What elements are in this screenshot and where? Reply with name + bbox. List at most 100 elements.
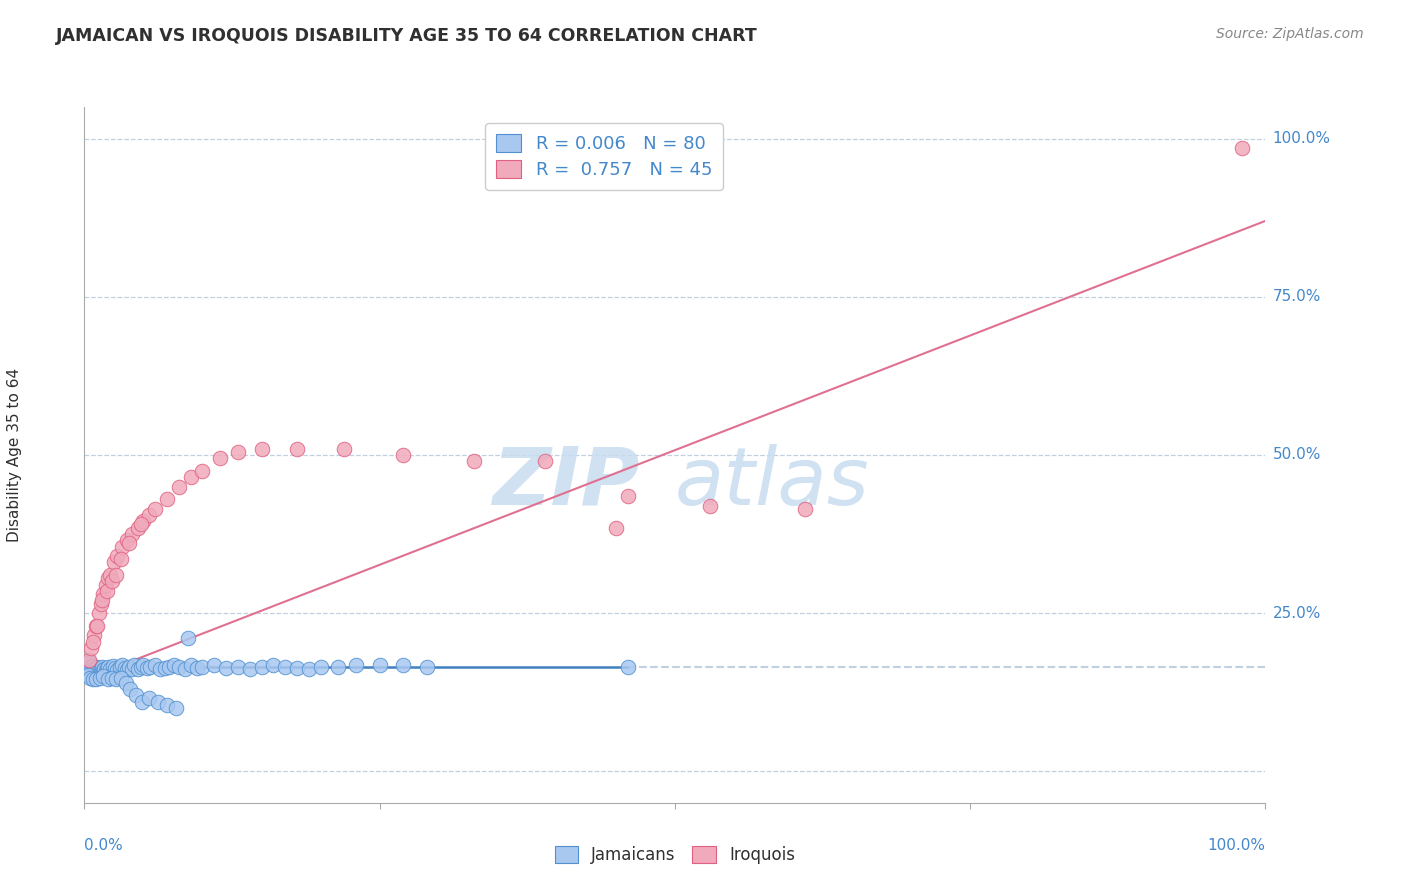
Point	[132, 514, 155, 528]
Text: 100.0%: 100.0%	[1272, 131, 1330, 146]
Point	[122, 657, 145, 672]
Point	[121, 527, 143, 541]
Text: 100.0%: 100.0%	[1208, 838, 1265, 854]
Point	[86, 618, 108, 632]
Point	[91, 663, 114, 677]
Point	[91, 587, 114, 601]
Point	[167, 479, 190, 493]
Point	[344, 657, 367, 672]
Point	[94, 665, 117, 679]
Point	[226, 660, 249, 674]
Point	[97, 673, 120, 687]
Point	[239, 662, 262, 676]
Point	[156, 698, 179, 712]
Point	[177, 632, 200, 646]
Point	[96, 661, 118, 675]
Point	[110, 552, 132, 566]
Point	[121, 662, 143, 676]
Point	[77, 668, 100, 682]
Point	[156, 492, 179, 507]
Point	[91, 593, 114, 607]
Point	[127, 662, 149, 676]
Point	[139, 660, 162, 674]
Point	[76, 657, 98, 671]
Point	[89, 671, 111, 685]
Point	[115, 663, 138, 677]
Point	[1230, 141, 1253, 155]
Point	[118, 660, 141, 674]
Point	[131, 695, 153, 709]
Point	[699, 499, 721, 513]
Point	[333, 442, 356, 456]
Point	[100, 671, 122, 685]
Point	[157, 660, 180, 674]
Point	[91, 669, 114, 683]
Point	[328, 660, 350, 674]
Point	[285, 661, 308, 675]
Point	[80, 663, 103, 677]
Point	[250, 442, 273, 456]
Point	[77, 656, 100, 670]
Point	[105, 673, 128, 687]
Text: 0.0%: 0.0%	[84, 838, 124, 854]
Point	[98, 568, 121, 582]
Point	[103, 556, 125, 570]
Point	[108, 660, 131, 674]
Point	[80, 640, 103, 655]
Point	[392, 448, 415, 462]
Point	[82, 634, 104, 648]
Point	[77, 653, 100, 667]
Point	[125, 688, 148, 702]
Point	[114, 675, 136, 690]
Point	[79, 660, 101, 674]
Point	[127, 521, 149, 535]
Point	[79, 671, 101, 685]
Point	[146, 695, 169, 709]
Text: Disability Age 35 to 64: Disability Age 35 to 64	[7, 368, 21, 542]
Point	[107, 549, 129, 563]
Legend: Jamaicans, Iroquois: Jamaicans, Iroquois	[544, 837, 806, 874]
Point	[191, 660, 214, 674]
Point	[138, 508, 160, 522]
Point	[132, 657, 155, 672]
Point	[262, 657, 284, 672]
Point	[82, 658, 104, 673]
Text: 50.0%: 50.0%	[1272, 448, 1320, 462]
Point	[209, 451, 232, 466]
Point	[87, 606, 110, 620]
Point	[153, 661, 176, 675]
Text: Source: ZipAtlas.com: Source: ZipAtlas.com	[1216, 27, 1364, 41]
Point	[534, 454, 557, 468]
Point	[96, 583, 118, 598]
Point	[180, 657, 202, 672]
Point	[100, 574, 122, 589]
Point	[77, 657, 100, 672]
Point	[86, 660, 108, 674]
Point	[104, 661, 127, 675]
Point	[114, 661, 136, 675]
Point	[492, 141, 515, 155]
Point	[163, 657, 186, 672]
Point	[309, 660, 332, 674]
Point	[166, 701, 188, 715]
Point	[90, 597, 112, 611]
Point	[129, 517, 152, 532]
Point	[118, 536, 141, 550]
Point	[202, 657, 225, 672]
Point	[93, 662, 115, 676]
Point	[793, 501, 815, 516]
Text: 25.0%: 25.0%	[1272, 606, 1320, 621]
Text: JAMAICAN VS IROQUOIS DISABILITY AGE 35 TO 64 CORRELATION CHART: JAMAICAN VS IROQUOIS DISABILITY AGE 35 T…	[56, 27, 758, 45]
Point	[143, 657, 166, 672]
Point	[84, 665, 107, 679]
Point	[111, 657, 134, 672]
Point	[616, 489, 638, 503]
Point	[111, 540, 134, 554]
Point	[143, 501, 166, 516]
Point	[138, 691, 160, 706]
Point	[298, 662, 321, 676]
Point	[105, 568, 128, 582]
Point	[97, 660, 120, 674]
Text: 75.0%: 75.0%	[1272, 289, 1320, 304]
Point	[120, 681, 142, 696]
